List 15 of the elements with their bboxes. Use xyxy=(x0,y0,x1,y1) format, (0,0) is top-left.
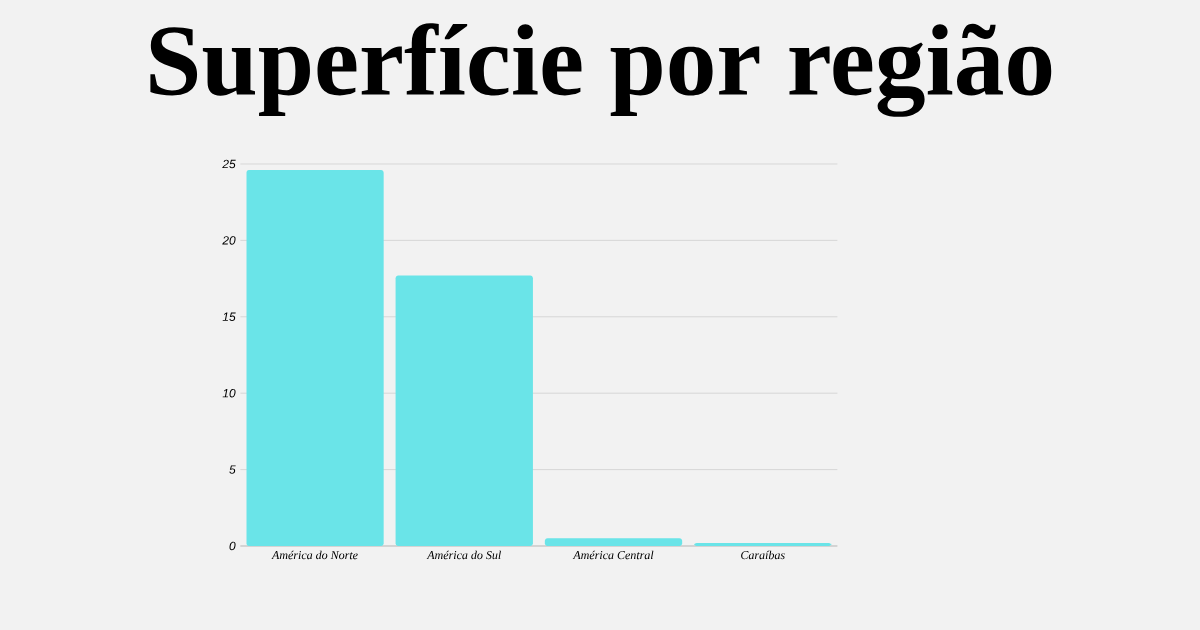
y-tick-label: 15 xyxy=(222,312,236,321)
x-tick-label: América do Sul xyxy=(426,550,501,560)
x-tick-label: Caraíbas xyxy=(741,550,785,560)
chart-title: Superfície por região xyxy=(150,23,1052,117)
x-tick-label: América Central xyxy=(572,550,654,560)
y-tick-label: 0 xyxy=(229,541,236,551)
bar xyxy=(395,275,533,546)
y-tick-label: 10 xyxy=(222,388,236,398)
y-tick-label: 20 xyxy=(222,236,236,245)
bar xyxy=(544,538,683,546)
y-tick-label: 5 xyxy=(229,465,236,474)
x-tick-label: América do Norte xyxy=(271,550,358,560)
bar xyxy=(246,170,384,546)
y-tick-label: 25 xyxy=(222,159,236,169)
bar xyxy=(694,542,832,546)
